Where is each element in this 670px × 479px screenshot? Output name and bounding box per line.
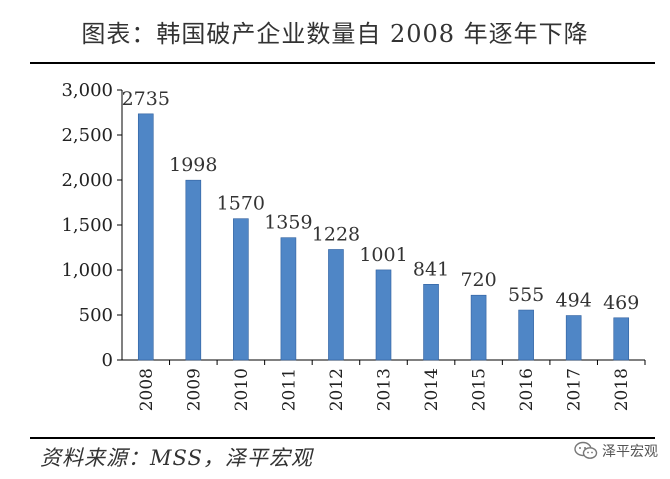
- x-tick-label: 2009: [184, 368, 204, 411]
- bar: [233, 218, 249, 361]
- x-tick-label: 2010: [232, 368, 252, 411]
- x-tick-label: 2014: [422, 368, 442, 411]
- x-tick-label: 2011: [279, 368, 299, 411]
- data-label: 469: [603, 292, 639, 314]
- data-label: 1998: [169, 154, 217, 176]
- x-tick-label: 2015: [470, 368, 490, 411]
- bar: [565, 315, 582, 361]
- x-tick-label: 2012: [327, 368, 347, 411]
- bottom-rule: [30, 437, 655, 439]
- x-tick-label: 2017: [565, 368, 585, 411]
- data-label: 841: [413, 258, 449, 280]
- bar: [185, 179, 202, 361]
- y-tick-label: 500: [79, 305, 113, 326]
- bar: [328, 249, 344, 361]
- chart-title: 图表：韩国破产企业数量自 2008 年逐年下降: [81, 20, 589, 48]
- y-tick-label: 2,000: [61, 170, 113, 191]
- watermark: 泽平宏观: [574, 441, 658, 461]
- data-label: 1228: [312, 223, 360, 245]
- bar: [280, 237, 297, 361]
- y-tick-label: 1,500: [61, 215, 113, 236]
- bar: [613, 317, 630, 361]
- data-label: 2735: [122, 88, 170, 110]
- y-tick-label: 3,000: [61, 80, 113, 101]
- data-label: 1001: [359, 244, 407, 266]
- x-tick-label: 2018: [612, 368, 632, 411]
- y-tick-label: 2,500: [61, 125, 113, 146]
- x-tick-label: 2013: [375, 368, 395, 411]
- y-tick-label: 0: [102, 350, 113, 371]
- source-note: 资料来源：MSS，泽平宏观: [40, 446, 313, 470]
- x-tick-label: 2016: [517, 368, 537, 411]
- y-tick-label: 1,000: [61, 260, 113, 281]
- x-tick-label: 2008: [137, 368, 157, 411]
- data-label: 1570: [217, 193, 265, 215]
- bar: [423, 284, 439, 361]
- wechat-icon: [574, 441, 598, 459]
- bar: [375, 269, 392, 361]
- data-label: 494: [556, 290, 592, 312]
- bar: [518, 309, 534, 361]
- bar: [470, 294, 487, 361]
- data-label: 1359: [264, 212, 312, 234]
- bar: [137, 113, 154, 361]
- data-label: 555: [508, 284, 544, 306]
- top-rule: [30, 62, 655, 64]
- watermark-text: 泽平宏观: [602, 444, 658, 460]
- data-label: 720: [460, 269, 496, 291]
